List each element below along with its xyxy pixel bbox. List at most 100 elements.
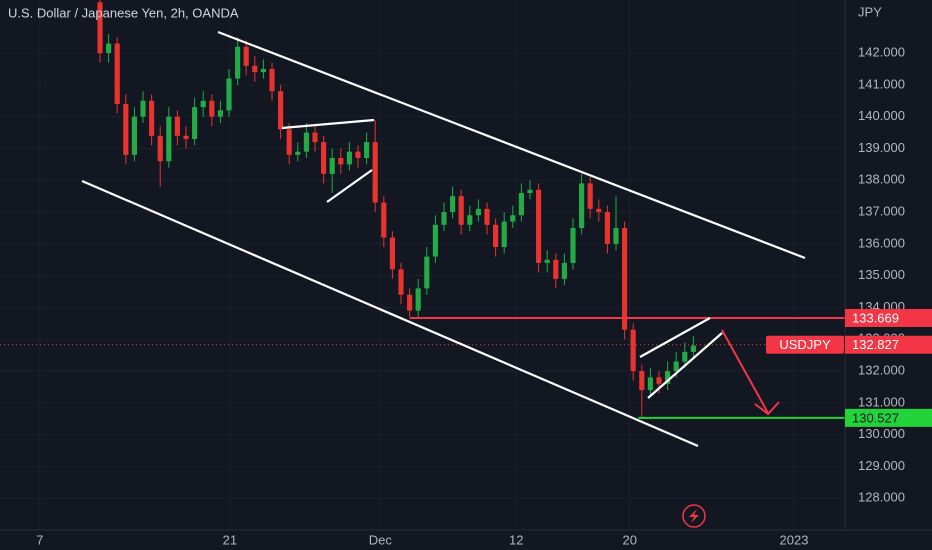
candle-body [587,183,593,209]
candle-body [596,208,602,213]
candle-body [217,110,223,117]
y-tick-label: 135.000 [858,267,905,282]
candle-body [269,68,275,92]
candle-body [149,100,155,136]
candle-body [166,116,172,162]
level-label: 133.669 [852,310,899,325]
candle-body [372,142,378,203]
candle-body [364,142,370,159]
candle-body [527,189,533,193]
candle-body [622,227,628,330]
level-label-box [845,408,932,427]
channel-lower [81,179,699,448]
candle-body [226,78,232,111]
candle-body [647,377,653,391]
candle-body [553,259,559,279]
candle-body [140,100,146,117]
candle-body [432,224,438,257]
candle-body [131,116,137,155]
candle-body [278,91,284,130]
candle-body [690,345,696,352]
symbol-label: USDJPY [779,337,831,352]
arrow-head [754,401,780,416]
candle-body [381,202,387,238]
candle-body [209,100,215,117]
candle-body [338,158,344,165]
x-tick-label: 2023 [780,532,809,547]
y-tick-label: 142.000 [858,45,905,60]
candle-body [630,329,636,372]
candle-body [97,2,103,54]
candle-body [355,151,361,159]
x-tick-label: 12 [509,532,523,547]
y-tick-label: 139.000 [858,140,905,155]
candle-body [613,227,619,244]
candle-body [467,215,473,225]
candle-body [346,151,352,165]
y-unit: JPY [858,4,882,19]
y-tick-label: 140.000 [858,108,905,123]
candle-body [312,132,318,143]
candle-body [260,68,266,73]
candle-body [579,183,585,228]
candle-body [493,224,499,248]
y-tick-label: 137.000 [858,204,905,219]
y-tick-label: 136.000 [858,235,905,250]
chart-title: U.S. Dollar / Japanese Yen, 2h, OANDA [8,5,239,20]
arrow [721,329,780,416]
axes: 128.000129.000130.000131.000132.000133.0… [36,45,932,547]
candle-body [458,196,464,225]
candle-body [665,371,671,384]
candle-body [673,361,679,372]
y-tick-label: 141.000 [858,76,905,91]
candle-body [321,142,327,174]
candle-body [441,212,447,225]
candle-body [604,212,610,244]
candle-body [235,46,241,79]
candle-body [192,107,198,139]
channel-upper [217,30,806,260]
candle-body [407,294,413,311]
candle-body [415,288,421,311]
candle-body [286,129,292,155]
drawings [81,30,806,448]
candle-body [639,371,645,391]
x-tick-label: 21 [223,532,237,547]
plot-area [0,0,845,419]
wedge-lower [647,332,723,399]
x-tick-label: 20 [623,532,637,547]
last-price-label: 132.827 [852,337,899,352]
candle-body [329,158,335,174]
candle-body [106,43,112,54]
candle-body [123,103,129,155]
lightning-icon [682,504,706,528]
level-label-box [845,308,932,327]
triangle-upper [281,118,375,130]
y-tick-label: 132.000 [858,362,905,377]
candle-body [157,135,163,162]
candle-body [544,259,550,263]
candle-body [536,189,542,263]
candle-body [561,262,567,279]
wedge-upper [639,317,711,358]
candle-body [424,256,430,289]
candle-body [389,237,395,270]
y-tick-label: 128.000 [858,490,905,505]
icon-bolt [689,509,699,523]
candle-body [475,208,481,216]
candle-body [398,269,404,295]
candle-body [501,221,507,248]
last-price-box [845,335,932,354]
candle-body [656,377,662,384]
candle-body [450,196,456,213]
arrow-shaft [721,329,769,414]
candle-body [518,192,524,216]
triangle-lower [326,169,373,203]
icon-ring [682,504,706,528]
candle-body [484,208,490,225]
candle-body [252,65,258,73]
candle-body [114,43,120,104]
x-tick-label: Dec [369,532,393,547]
